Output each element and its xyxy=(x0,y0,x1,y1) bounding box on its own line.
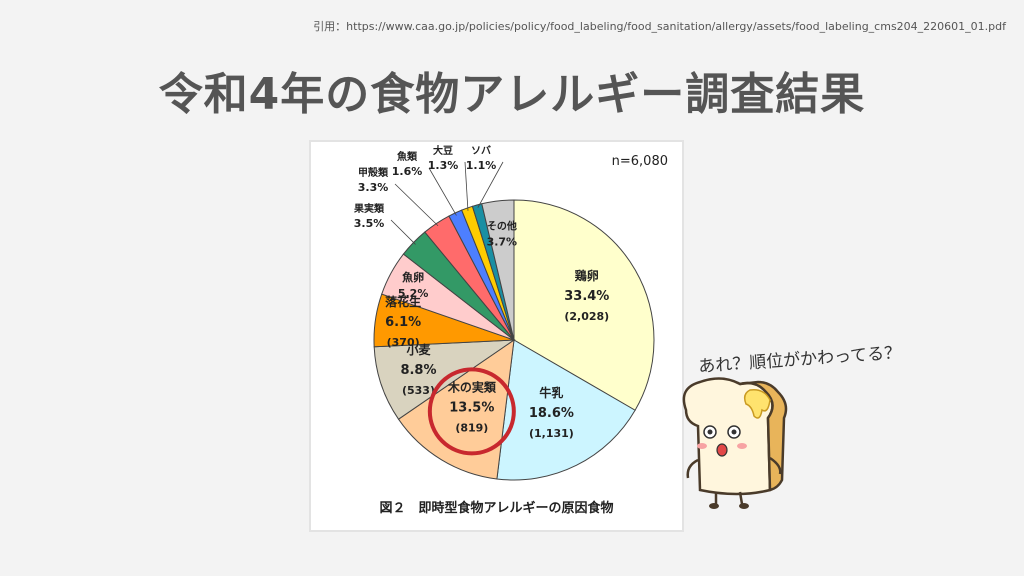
slice-name-label-11: その他 xyxy=(487,220,517,233)
slice-count-label-4: (370) xyxy=(387,336,420,349)
slice-name-label-3: 小麦 xyxy=(406,342,431,357)
slice-count-label-2: (819) xyxy=(455,421,488,434)
slice-name-label-5: 魚卵 xyxy=(402,270,424,284)
slice-pct-label-7: 3.3% xyxy=(358,181,389,194)
slice-pct-label-1: 18.6% xyxy=(529,406,574,421)
slice-pct-label-0: 33.4% xyxy=(564,289,609,304)
highlight-circle xyxy=(427,367,516,456)
citation-text: 引用：https://www.caa.go.jp/policies/policy… xyxy=(313,20,1006,33)
slice-name-label-10: ソバ xyxy=(471,145,491,157)
slice-pct-label-2: 13.5% xyxy=(449,400,494,415)
figure-caption: 図２ 即時型食物アレルギーの原因食物 xyxy=(379,501,614,516)
pie-chart-figure: 鶏卵 33.4% (2,028) 牛乳 18.6% (1,131) 木の実類 13.5% (81… xyxy=(309,140,684,532)
slice-pct-label-6: 3.5% xyxy=(354,217,385,230)
slice-count-label-0: (2,028) xyxy=(564,310,609,323)
slice-count-label-3: (533) xyxy=(402,384,435,397)
slice-name-label-8: 魚類 xyxy=(397,150,418,163)
slice-pct-label-5: 5.2% xyxy=(398,287,429,300)
page-title: 令和4年の食物アレルギー調査結果 xyxy=(158,69,866,120)
slice-name-label-2: 木の実類 xyxy=(447,379,497,394)
slice-pct-label-4: 6.1% xyxy=(385,315,421,330)
slice-name-label-7: 甲殻類 xyxy=(358,166,389,179)
leader-line-6 xyxy=(390,219,416,245)
slice-pct-label-8: 1.6% xyxy=(392,165,423,178)
slice-name-label-6: 果実類 xyxy=(353,202,385,215)
slice-name-label-4: 落花生 xyxy=(385,294,421,309)
leader-line-8 xyxy=(428,167,457,216)
slice-pct-label-10: 1.1% xyxy=(466,159,497,172)
pie-slice-2 xyxy=(397,338,515,480)
leader-line-7 xyxy=(394,183,439,227)
slice-pct-label-3: 8.8% xyxy=(400,363,436,378)
slice-pct-label-9: 1.3% xyxy=(428,159,459,172)
slice-name-label-1: 牛乳 xyxy=(539,385,563,400)
leader-line-10 xyxy=(477,161,504,208)
pie-chart: 鶏卵 33.4% (2,028) 牛乳 18.6% (1,131) 木の実類 13.5% (81… xyxy=(353,144,655,481)
pie-slice-0 xyxy=(513,199,655,411)
sample-size-label: n=6,080 xyxy=(611,154,668,169)
pie-slice-1 xyxy=(496,339,636,481)
slice-pct-label-11: 3.7% xyxy=(487,236,518,249)
slice-name-label-0: 鶏卵 xyxy=(575,268,599,283)
slice-name-label-9: 大豆 xyxy=(433,144,453,157)
pie-slice-11 xyxy=(481,199,515,341)
bread-mascot-icon xyxy=(682,377,788,509)
slice-count-label-1: (1,131) xyxy=(529,427,574,440)
leader-line-9 xyxy=(464,161,469,211)
